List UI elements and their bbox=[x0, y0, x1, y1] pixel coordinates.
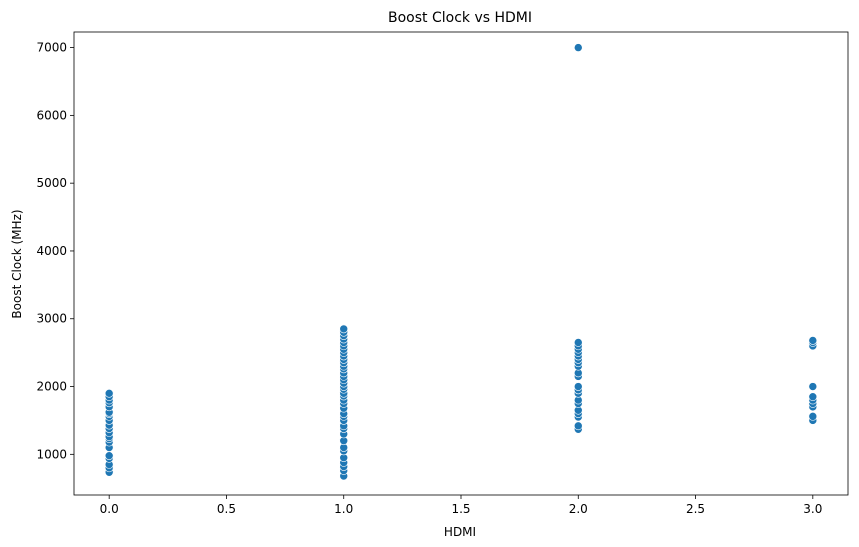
x-tick-label: 0.5 bbox=[217, 502, 236, 516]
x-tick-label: 2.0 bbox=[569, 502, 588, 516]
data-point bbox=[808, 336, 818, 345]
data-points bbox=[104, 43, 818, 481]
plot-frame bbox=[73, 31, 849, 496]
data-point bbox=[573, 338, 583, 347]
data-point bbox=[573, 421, 583, 431]
y-axis-label: Boost Clock (MHz) bbox=[10, 209, 24, 318]
x-tick-label: 0.0 bbox=[100, 502, 119, 516]
y-axis-ticks: 1000 2000 3000 4000 5000 6000 7000 bbox=[36, 41, 74, 461]
plot-area bbox=[73, 31, 849, 496]
data-point bbox=[573, 382, 583, 391]
data-point bbox=[808, 392, 818, 402]
x-axis-ticks: 0.0 0.5 1.0 1.5 2.0 2.5 3.0 bbox=[100, 495, 822, 516]
x-tick-label: 1.5 bbox=[451, 502, 470, 516]
chart-title: Boost Clock vs HDMI bbox=[388, 10, 532, 26]
x-axis-label: HDMI bbox=[444, 525, 476, 539]
x-tick-label: 2.5 bbox=[686, 502, 705, 516]
y-tick-label: 5000 bbox=[36, 176, 67, 190]
y-tick-label: 4000 bbox=[36, 244, 67, 258]
y-tick-label: 7000 bbox=[36, 41, 67, 55]
x-tick-label: 3.0 bbox=[803, 502, 822, 516]
y-tick-label: 2000 bbox=[36, 380, 67, 394]
data-point bbox=[339, 324, 349, 334]
x-tick-label: 1.0 bbox=[334, 502, 353, 516]
y-tick-label: 3000 bbox=[36, 312, 67, 326]
data-point bbox=[104, 451, 114, 460]
data-point bbox=[808, 412, 818, 421]
data-point bbox=[573, 43, 583, 52]
data-point bbox=[808, 382, 818, 391]
data-point bbox=[104, 389, 114, 398]
y-tick-label: 6000 bbox=[36, 108, 67, 122]
y-tick-label: 1000 bbox=[36, 447, 67, 461]
